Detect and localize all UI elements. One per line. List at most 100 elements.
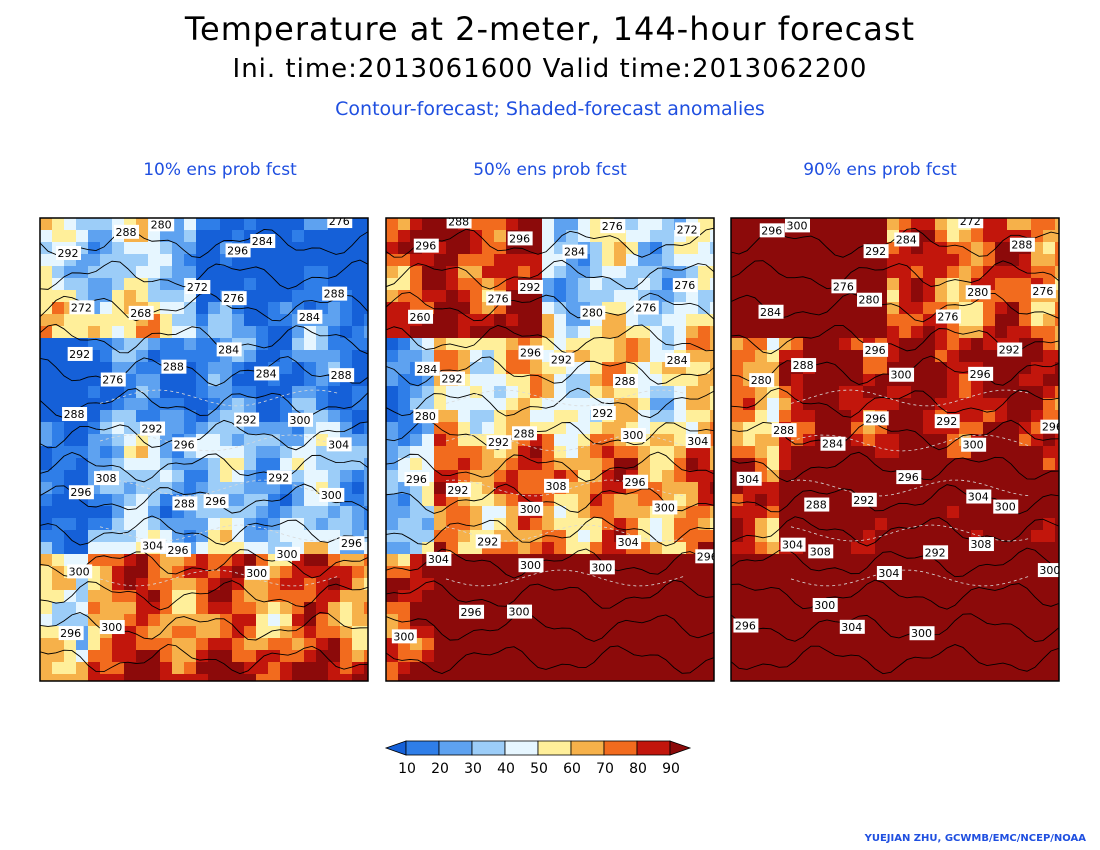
contour-label-box xyxy=(876,565,902,580)
panel-frame xyxy=(385,217,715,682)
contour-label: 300 xyxy=(787,219,808,232)
contour-label-box xyxy=(161,359,187,374)
contour-label: 296 xyxy=(520,347,541,360)
contour-label-box xyxy=(288,412,314,427)
contour-label-box xyxy=(923,545,949,560)
contour-label: 304 xyxy=(428,553,449,566)
contour-label-box xyxy=(889,367,915,382)
contour-label: 300 xyxy=(963,439,984,452)
contour-label-box xyxy=(512,426,538,441)
colorbar-tick: 50 xyxy=(530,761,548,777)
contour-label: 272 xyxy=(677,223,698,236)
colorbar-segment xyxy=(438,740,473,756)
contour-label: 296 xyxy=(205,495,226,508)
contour-label-box xyxy=(1009,237,1035,252)
contour-label-box xyxy=(326,437,352,452)
contour-label-box xyxy=(820,436,846,451)
contour-label: 296 xyxy=(865,412,886,425)
contour-label: 296 xyxy=(865,344,886,357)
colorbar-tick: 20 xyxy=(431,761,449,777)
contour-label-box xyxy=(758,304,784,319)
contour-label-box xyxy=(475,534,501,549)
contour-label: 296 xyxy=(625,476,646,489)
contour-label: 304 xyxy=(738,473,759,486)
contour-label: 296 xyxy=(168,544,189,557)
map-panel-3: 296 300 292 284 272 288 284 276 280 276 280 276 280 2… xyxy=(730,217,1060,682)
contour-label-box xyxy=(909,626,935,641)
contour-label: 292 xyxy=(447,484,468,497)
colorbar-segment xyxy=(471,740,506,756)
contour-label: 276 xyxy=(635,302,656,315)
contour-label: 296 xyxy=(174,438,195,451)
contour-label: 300 xyxy=(1039,564,1060,577)
contour-label-box xyxy=(99,620,125,635)
contour-label: 296 xyxy=(697,550,718,563)
contour-label: 284 xyxy=(218,343,239,356)
contour-label: 300 xyxy=(814,599,835,612)
contour-label: 292 xyxy=(142,423,163,436)
contour-label: 284 xyxy=(564,246,585,259)
contour-label-box xyxy=(652,500,678,515)
contour-label: 304 xyxy=(841,621,862,634)
time-info: Ini. time:2013061600 Valid time:20130622… xyxy=(232,54,868,84)
contour-label-box xyxy=(413,238,439,253)
contour-label: 308 xyxy=(970,538,991,551)
contour-label-box xyxy=(234,412,260,427)
contour-label: 280 xyxy=(859,294,880,307)
contour-label-box xyxy=(894,232,920,247)
map-panel-2: 296 288 296 284 276 272 260 276 292 280 276 276 284 2… xyxy=(385,217,718,682)
contour-label-box xyxy=(808,544,834,559)
contour-label: 288 xyxy=(174,497,195,510)
colorbar-tick: 40 xyxy=(497,761,515,777)
contour-label-box xyxy=(297,309,323,324)
contour-label-box xyxy=(589,560,615,575)
contour-label-box xyxy=(771,423,797,438)
contour-label-box xyxy=(966,489,992,504)
contour-label: 284 xyxy=(667,354,688,367)
contour-label: 280 xyxy=(967,286,988,299)
contour-label-box xyxy=(672,278,698,293)
contour-label: 300 xyxy=(393,630,414,643)
contour-label: 304 xyxy=(618,536,639,549)
colorbar-segment xyxy=(570,740,605,756)
contour-label-box xyxy=(56,246,81,260)
contour-label-box xyxy=(616,535,642,550)
map-panel-1: 292 288 280 296 284 276 272 268 272 276 284 288 292 2… xyxy=(39,217,369,682)
contour-label-box xyxy=(445,482,471,497)
contour-label-box xyxy=(62,407,88,422)
contour-label: 284 xyxy=(760,306,781,319)
contour-label: 292 xyxy=(853,494,874,507)
contour-label-box xyxy=(68,485,94,500)
contour-label: 300 xyxy=(290,414,311,427)
contour-label: 272 xyxy=(71,301,92,314)
contour-label: 284 xyxy=(252,235,273,248)
contour-label-box xyxy=(254,366,280,381)
contour-label-box xyxy=(518,558,544,573)
contour-label-box xyxy=(113,224,139,239)
contour-label-box xyxy=(863,342,889,357)
contour-label: 284 xyxy=(896,233,917,246)
contour-label: 300 xyxy=(69,565,90,578)
contour-label-box xyxy=(413,409,439,424)
contour-label-box xyxy=(216,342,242,357)
contour-label: 276 xyxy=(1032,285,1053,298)
contour-label-box xyxy=(391,629,417,644)
contour-label-box xyxy=(518,345,544,360)
contour-label: 308 xyxy=(96,472,117,485)
contour-label-box xyxy=(426,551,452,566)
colorbar-segment xyxy=(636,740,671,756)
contour-label: 300 xyxy=(321,489,342,502)
contour-label-box xyxy=(404,472,430,487)
contour-label-box xyxy=(408,309,434,324)
contour-label: 300 xyxy=(891,369,912,382)
contour-label-box xyxy=(831,279,857,294)
contour-label: 300 xyxy=(509,606,530,619)
contour-label: 276 xyxy=(223,292,244,305)
contour-label: 304 xyxy=(142,540,163,553)
contour-label: 280 xyxy=(751,374,772,387)
contour-label: 288 xyxy=(163,361,184,374)
contour-label-box xyxy=(517,279,543,294)
contour-label-box xyxy=(128,305,154,320)
contour-label: 292 xyxy=(488,436,509,449)
contour-label: 288 xyxy=(64,408,85,421)
